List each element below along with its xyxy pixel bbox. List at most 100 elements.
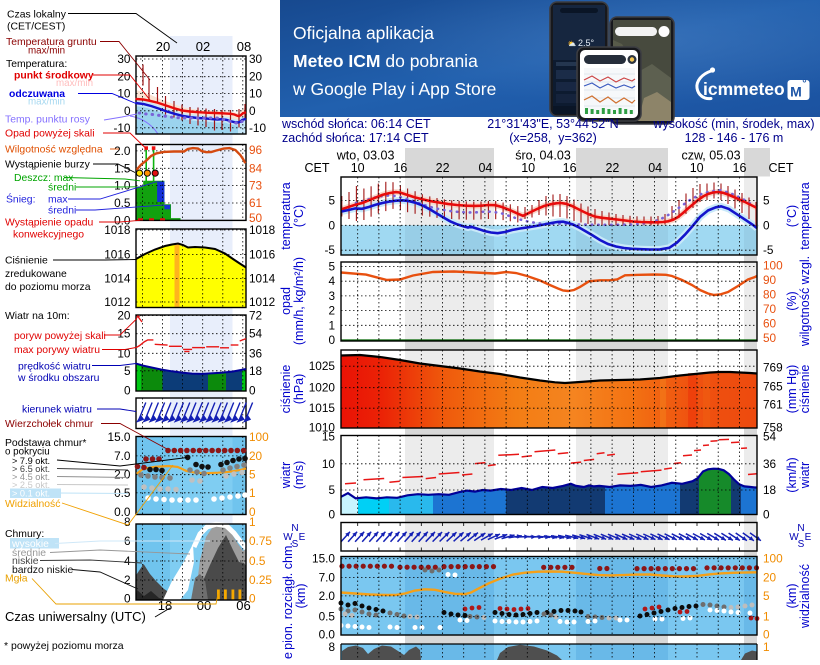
svg-text:06: 06 (236, 598, 250, 613)
svg-text:10: 10 (322, 457, 336, 471)
svg-text:16: 16 (393, 161, 407, 175)
svg-text:średni: średni (48, 206, 76, 217)
svg-text:W: W (283, 532, 293, 543)
svg-text:20: 20 (156, 39, 170, 54)
svg-text:Widzialność: Widzialność (5, 499, 60, 510)
svg-text:10: 10 (249, 87, 263, 101)
svg-text:Śnieg:: Śnieg: (6, 193, 35, 206)
svg-text:max: max (48, 195, 68, 206)
svg-text:5: 5 (328, 483, 335, 497)
svg-text:5: 5 (124, 364, 131, 378)
svg-text:0.25: 0.25 (249, 573, 272, 587)
svg-text:00: 00 (197, 598, 211, 613)
svg-text:16: 16 (733, 161, 747, 175)
svg-text:90: 90 (763, 273, 777, 287)
svg-text:wiatr: wiatr (279, 462, 293, 489)
svg-text:70: 70 (763, 302, 777, 316)
svg-text:7.0: 7.0 (114, 449, 131, 463)
svg-text:1: 1 (249, 486, 256, 500)
svg-text:Temperatura:: Temperatura: (6, 59, 67, 70)
svg-text:16: 16 (563, 161, 577, 175)
svg-text:W: W (789, 532, 799, 543)
svg-text:Wystąpienie opadu: Wystąpienie opadu (5, 218, 94, 229)
svg-text:wilgotność wzgl.: wilgotność wzgl. (798, 256, 812, 347)
svg-text:765: 765 (763, 380, 783, 394)
svg-text:max/min: max/min (28, 97, 65, 108)
svg-text:-5: -5 (325, 243, 336, 257)
svg-text:15.0: 15.0 (312, 552, 335, 566)
svg-text:(°C): (°C) (785, 205, 799, 227)
svg-text:0: 0 (763, 218, 770, 232)
svg-text:02: 02 (196, 39, 210, 54)
svg-text:max/min: max/min (56, 78, 93, 89)
svg-text:0: 0 (249, 384, 256, 398)
svg-text:4: 4 (124, 554, 131, 568)
svg-text:1012: 1012 (104, 295, 130, 309)
svg-text:7.0: 7.0 (319, 571, 336, 585)
svg-text:max porywy wiatru: max porywy wiatru (14, 345, 100, 356)
svg-text:> 0.1 okt.: > 0.1 okt. (12, 489, 50, 499)
svg-text:0: 0 (249, 104, 256, 118)
svg-text:wiatr: wiatr (798, 462, 812, 489)
svg-text:1012: 1012 (249, 295, 275, 309)
svg-text:54: 54 (249, 327, 263, 341)
svg-text:10: 10 (521, 161, 535, 175)
svg-text:08: 08 (237, 39, 251, 54)
svg-text:Czas lokalny: Czas lokalny (7, 10, 67, 21)
svg-text:(km): (km) (785, 584, 799, 609)
svg-text:100: 100 (249, 430, 269, 444)
svg-text:temperatura: temperatura (798, 182, 812, 249)
svg-text:kierunek wiatru: kierunek wiatru (22, 405, 92, 416)
svg-text:konwekcyjnego: konwekcyjnego (13, 230, 84, 241)
svg-text:prędkość wiatru: prędkość wiatru (18, 362, 91, 373)
svg-text:22: 22 (436, 161, 450, 175)
svg-text:100: 100 (763, 258, 783, 272)
svg-text:temperatura: temperatura (279, 182, 293, 249)
svg-text:Czas uniwersalny (UTC): Czas uniwersalny (UTC) (5, 609, 146, 624)
svg-text:2.0: 2.0 (319, 589, 336, 603)
svg-text:(km/h): (km/h) (785, 457, 799, 492)
svg-text:20: 20 (117, 70, 131, 84)
svg-text:Wystąpienie burzy: Wystąpienie burzy (5, 160, 91, 171)
svg-text:(km): (km) (294, 584, 308, 609)
svg-text:1016: 1016 (249, 248, 276, 262)
svg-text:36: 36 (249, 346, 263, 360)
svg-text:30: 30 (249, 52, 263, 66)
svg-text:1025: 1025 (309, 359, 336, 373)
svg-text:84: 84 (249, 161, 263, 175)
svg-text:20: 20 (117, 309, 131, 323)
svg-text:20: 20 (249, 449, 263, 463)
svg-text:0: 0 (124, 592, 131, 606)
svg-text:1.5: 1.5 (114, 161, 131, 175)
svg-text:0: 0 (328, 333, 335, 347)
svg-text:0: 0 (124, 384, 131, 398)
svg-text:icmmeteo: icmmeteo (703, 79, 785, 99)
svg-text:(%): (%) (785, 291, 799, 310)
svg-text:zachmurzenie: zachmurzenie (281, 652, 295, 660)
svg-text:(x=258, y=362): (x=258, y=362) (509, 131, 597, 145)
svg-text:1018: 1018 (104, 223, 131, 237)
svg-text:0.5: 0.5 (249, 554, 266, 568)
svg-text:100: 100 (763, 552, 783, 566)
svg-text:w środku obszaru: w środku obszaru (17, 373, 100, 384)
svg-text:°: ° (802, 78, 806, 90)
svg-text:1018: 1018 (249, 223, 276, 237)
svg-text:zredukowane: zredukowane (5, 269, 67, 280)
svg-text:Temp. punktu rosy: Temp. punktu rosy (5, 115, 91, 126)
svg-text:769: 769 (763, 361, 783, 375)
svg-text:8: 8 (328, 640, 335, 654)
svg-text:2: 2 (328, 304, 335, 318)
svg-text:1014: 1014 (249, 272, 276, 286)
svg-text:Wilgotność względna: Wilgotność względna (5, 145, 103, 156)
svg-text:10: 10 (690, 161, 704, 175)
svg-text:(mm/h, kg/m²/h): (mm/h, kg/m²/h) (292, 257, 306, 345)
svg-text:Wiatr na 10m:: Wiatr na 10m: (5, 311, 70, 322)
svg-text:(CET/CEST): (CET/CEST) (7, 22, 65, 33)
svg-text:średni: średni (48, 183, 76, 194)
svg-text:54: 54 (763, 430, 777, 444)
svg-text:Mgła: Mgła (5, 574, 28, 585)
svg-text:wto, 03.03: wto, 03.03 (336, 149, 395, 163)
svg-text:(m/s): (m/s) (292, 461, 306, 489)
svg-text:73: 73 (249, 179, 263, 193)
svg-text:widzialność: widzialność (798, 564, 812, 629)
